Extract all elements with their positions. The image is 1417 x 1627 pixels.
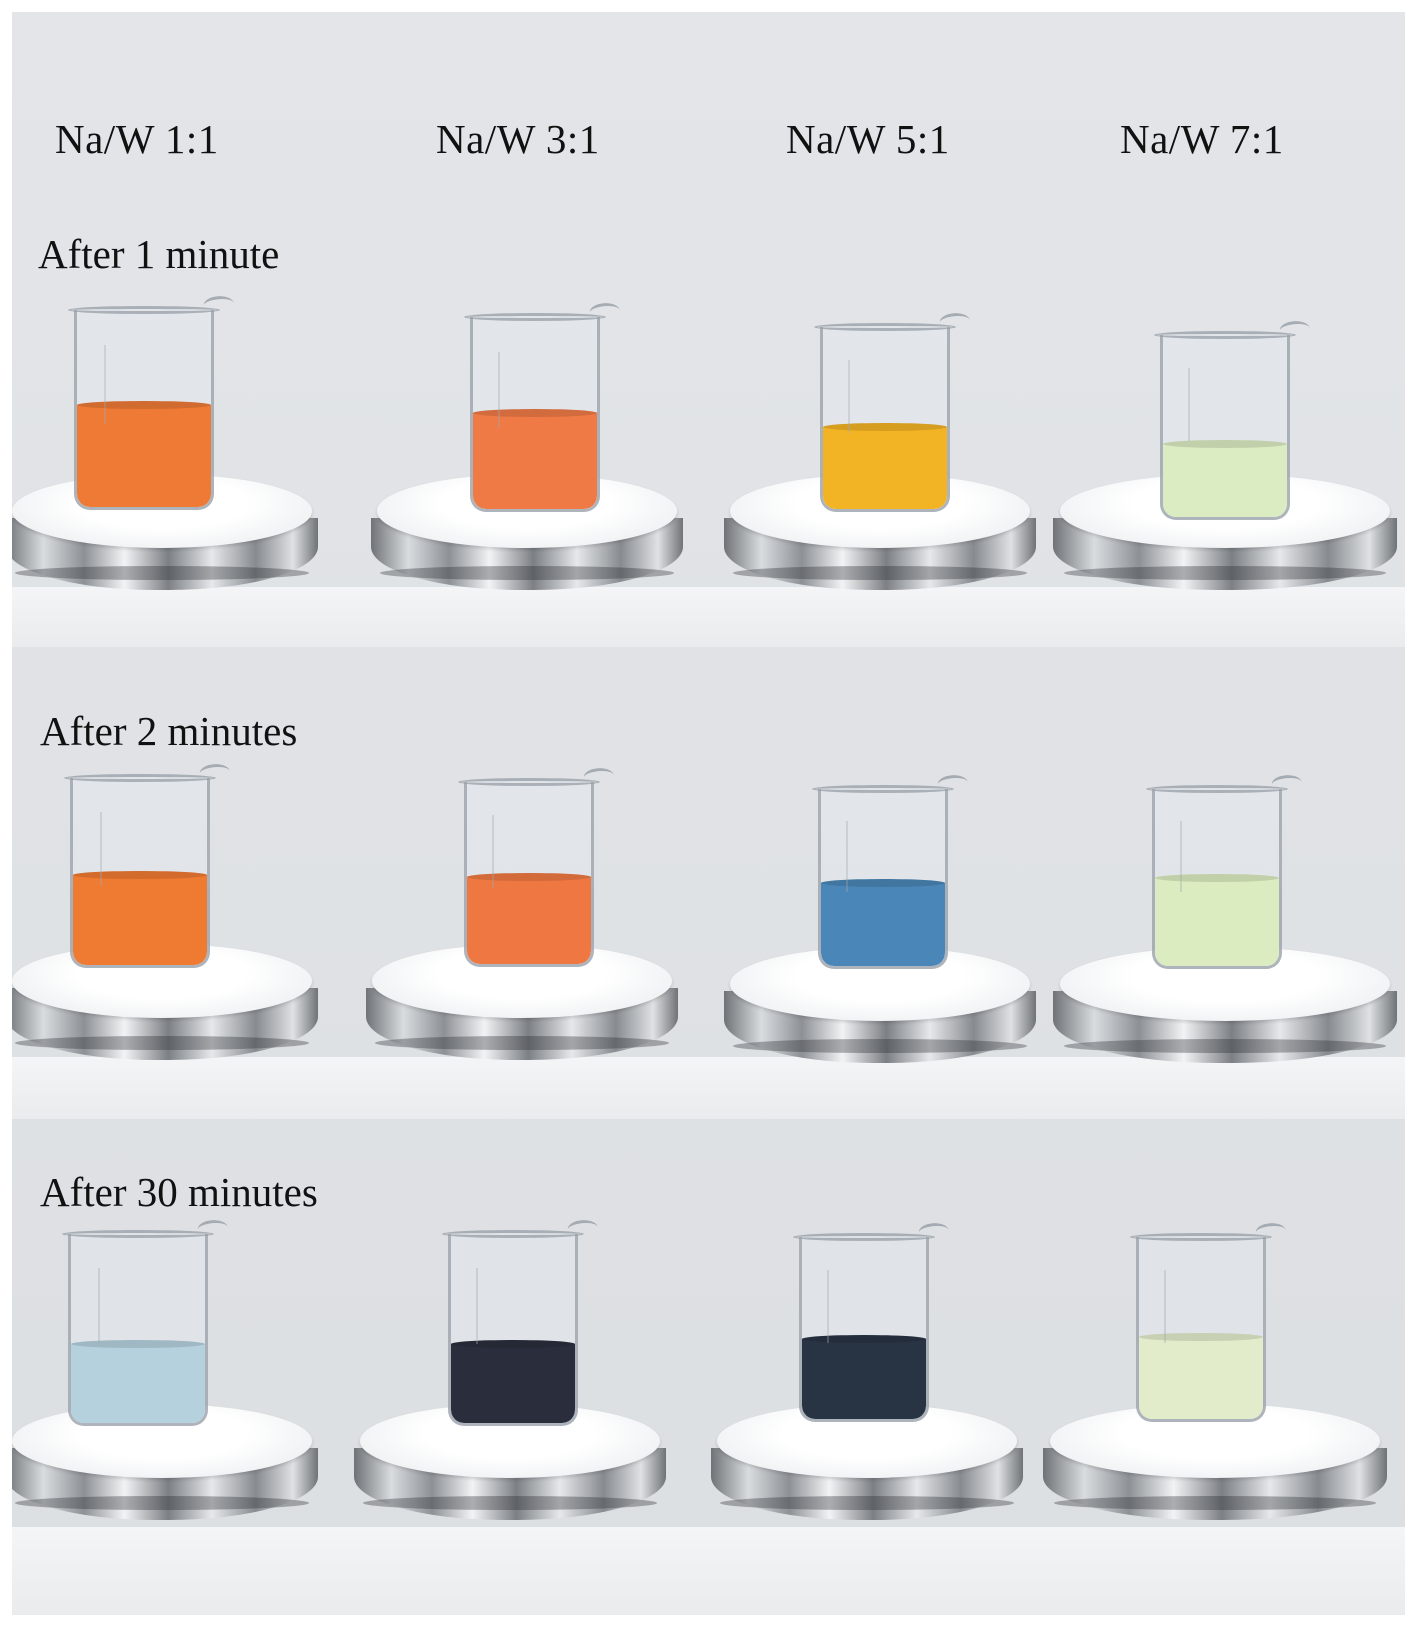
beaker xyxy=(458,765,616,967)
beaker-spout xyxy=(566,1217,600,1240)
stirrer-plate xyxy=(1053,947,1397,1067)
beaker-glass xyxy=(1160,335,1290,520)
shelf-3 xyxy=(12,1527,1405,1615)
beaker xyxy=(64,761,232,968)
beaker xyxy=(1146,772,1304,969)
column-label-4: Na/W 7:1 xyxy=(1120,116,1284,162)
beaker-glass xyxy=(1152,789,1282,969)
beaker-glass xyxy=(68,1234,208,1426)
beaker-glass xyxy=(820,327,950,512)
beaker-liquid xyxy=(467,876,591,964)
graduation-marks xyxy=(1179,820,1182,892)
beaker-rim xyxy=(1130,1233,1272,1241)
beaker-spout xyxy=(1254,1220,1288,1243)
graduation-marks xyxy=(826,1269,829,1343)
beaker xyxy=(442,1217,600,1426)
beaker-rim xyxy=(793,1233,935,1241)
beaker-glass xyxy=(74,310,214,510)
beaker-spout xyxy=(1270,772,1304,795)
beaker-rim xyxy=(442,1230,584,1238)
beaker-spout xyxy=(582,765,616,788)
column-label-2: Na/W 3:1 xyxy=(436,116,600,162)
beaker-liquid xyxy=(1163,444,1287,517)
beaker xyxy=(814,310,972,512)
graduation-marks xyxy=(847,359,850,433)
graduation-marks xyxy=(845,820,848,892)
column-label-3: Na/W 5:1 xyxy=(786,116,950,162)
graduation-marks xyxy=(97,1268,100,1344)
beaker-glass xyxy=(799,1237,929,1422)
beaker-spout xyxy=(936,772,970,795)
beaker-spout xyxy=(202,293,236,316)
beaker-rim xyxy=(812,785,954,793)
row-label-2: After 2 minutes xyxy=(40,708,298,754)
stirrer-plate xyxy=(711,1404,1023,1524)
graduation-marks xyxy=(475,1268,478,1344)
beaker-spout xyxy=(938,310,972,333)
beaker-liquid xyxy=(823,427,947,509)
beaker-glass xyxy=(448,1234,578,1426)
beaker-rim xyxy=(64,774,216,782)
stirrer-plate xyxy=(12,1404,318,1524)
beaker-liquid xyxy=(77,404,211,507)
stirrer-plate xyxy=(12,944,318,1064)
beaker xyxy=(1130,1220,1288,1422)
beaker xyxy=(793,1220,951,1422)
beaker-liquid xyxy=(473,413,597,509)
graduation-marks xyxy=(491,814,494,888)
photo-frame: Na/W 1:1 Na/W 3:1 Na/W 5:1 Na/W 7:1 Afte… xyxy=(12,12,1405,1615)
beaker-liquid xyxy=(451,1343,575,1423)
stirrer-plate xyxy=(1043,1404,1387,1524)
graduation-marks xyxy=(103,345,106,425)
beaker-liquid xyxy=(1155,877,1279,966)
beaker-liquid xyxy=(71,1343,205,1423)
beaker-glass xyxy=(464,782,594,967)
beaker xyxy=(812,772,970,969)
shelf-2 xyxy=(12,1057,1405,1119)
stirrer-plate xyxy=(724,947,1036,1067)
beaker-liquid xyxy=(802,1338,926,1419)
beaker xyxy=(1154,318,1312,520)
beaker xyxy=(62,1217,230,1426)
beaker-glass xyxy=(1136,1237,1266,1422)
beaker-glass xyxy=(818,789,948,969)
graduation-marks xyxy=(1163,1269,1166,1343)
beaker-liquid xyxy=(73,875,207,965)
column-label-1: Na/W 1:1 xyxy=(55,116,219,162)
beaker xyxy=(464,300,622,512)
beaker-rim xyxy=(458,778,600,786)
beaker xyxy=(68,293,236,510)
beaker-rim xyxy=(62,1230,214,1238)
row-label-1: After 1 minute xyxy=(38,231,280,277)
graduation-marks xyxy=(497,351,500,429)
beaker-glass xyxy=(70,778,210,968)
beaker-spout xyxy=(196,1217,230,1240)
beaker-rim xyxy=(814,323,956,331)
beaker-spout xyxy=(198,761,232,784)
beaker-spout xyxy=(1278,318,1312,341)
beaker-rim xyxy=(68,306,220,314)
beaker-rim xyxy=(1154,331,1296,339)
shelf-1 xyxy=(12,587,1405,647)
beaker-spout xyxy=(588,300,622,323)
beaker-spout xyxy=(917,1220,951,1243)
graduation-marks xyxy=(99,811,102,887)
row-label-3: After 30 minutes xyxy=(40,1169,318,1215)
beaker-liquid xyxy=(1139,1337,1263,1419)
graduation-marks xyxy=(1187,367,1190,441)
beaker-liquid xyxy=(821,882,945,966)
beaker-rim xyxy=(1146,785,1288,793)
beaker-glass xyxy=(470,317,600,512)
beaker-rim xyxy=(464,313,606,321)
